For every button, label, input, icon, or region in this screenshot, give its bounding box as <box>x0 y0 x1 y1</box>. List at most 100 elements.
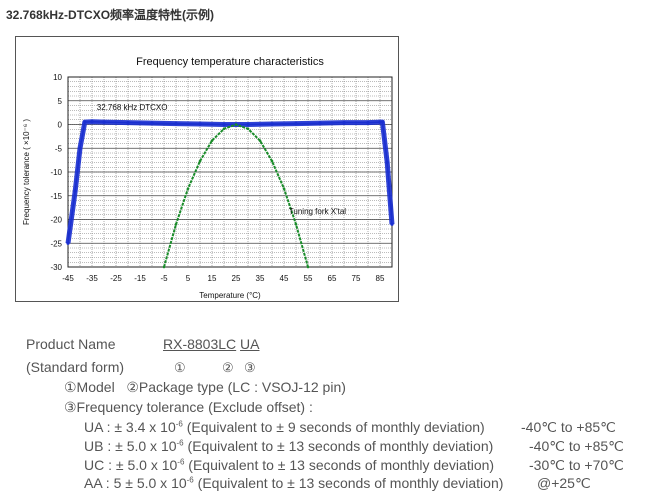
data-point-tuning-fork <box>270 159 274 163</box>
data-point-dtcxo <box>246 122 250 127</box>
data-point-tuning-fork <box>246 127 250 131</box>
data-point-tuning-fork <box>282 187 286 190</box>
marker-model: ① <box>174 360 186 375</box>
grade-range: -40℃ to +85℃ <box>529 438 624 454</box>
x-tick-label: -45 <box>62 274 74 283</box>
plot-border <box>67 76 393 268</box>
grade-range: -40℃ to +85℃ <box>521 419 616 435</box>
grade-equivalent: (Equivalent to ± 13 seconds of monthly d… <box>193 475 504 491</box>
x-tick-label: 65 <box>328 274 337 283</box>
x-tick-label: -15 <box>134 274 146 283</box>
data-point-tuning-fork <box>294 222 298 226</box>
standard-form-label: (Standard form) <box>26 359 125 375</box>
grade-row: AA : 5 ± 5.0 x 10-6 (Equivalent to ± 13 … <box>84 475 504 491</box>
data-point-tuning-fork <box>222 127 226 131</box>
data-point-dtcxo <box>270 122 274 126</box>
y-tick-label: 0 <box>58 121 63 130</box>
data-point-dtcxo <box>102 120 106 124</box>
data-point-dtcxo <box>378 120 382 124</box>
x-tick-label: -5 <box>160 274 168 283</box>
data-point-dtcxo <box>150 121 154 125</box>
grade-spec: ± 5.0 x 10 <box>115 438 177 454</box>
data-point-tuning-fork <box>174 222 178 226</box>
y-tick-label: 10 <box>53 73 62 82</box>
frequency-temperature-chart: Frequency temperature characteristics 10 5… <box>15 36 399 302</box>
legend-tolerance: ③Frequency tolerance (Exclude offset) : <box>64 399 313 415</box>
product-name-label: Product Name <box>26 336 116 352</box>
grade-code: UA <box>84 419 103 435</box>
y-tick-label: -25 <box>50 239 62 248</box>
grade-equivalent: (Equivalent to ± 13 seconds of monthly d… <box>184 457 495 473</box>
data-point-dtcxo <box>78 146 82 150</box>
data-point-tuning-fork <box>186 187 190 190</box>
x-tick-label: 75 <box>352 274 361 283</box>
x-tick-label: 45 <box>280 274 289 283</box>
page-heading: 32.768kHz-DTCXO频率温度特性(示例) <box>6 8 215 22</box>
marker-tolerance: ③ <box>244 360 256 375</box>
y-tick-label: 5 <box>58 97 63 106</box>
data-point-dtcxo <box>390 222 394 226</box>
grade-exponent: -6 <box>177 457 185 467</box>
series-line-dtcxo-core <box>67 120 393 244</box>
data-point-tuning-fork <box>162 265 166 269</box>
grade-equivalent: (Equivalent to ± 9 seconds of monthly de… <box>182 419 485 435</box>
annotation-tuning-fork: Tuning fork X'tal <box>289 207 346 216</box>
x-tick-label: 5 <box>186 274 191 283</box>
y-tick-label: -10 <box>50 168 62 177</box>
grade-spec: 5 ± 5.0 x 10 <box>113 475 187 491</box>
x-tick-label: 25 <box>232 274 241 283</box>
data-point-dtcxo <box>90 120 94 124</box>
data-point-dtcxo <box>385 160 389 165</box>
grade-code: AA <box>84 475 102 491</box>
y-axis-label: Frequency tolerance ( ×10⁻⁶ ) <box>22 119 31 225</box>
chart-svg: Frequency temperature characteristics 10 5… <box>22 56 395 300</box>
data-point-tuning-fork <box>234 123 238 126</box>
y-tick-label: -20 <box>50 216 62 225</box>
x-tick-label: 35 <box>256 274 265 283</box>
grade-exponent: -6 <box>186 475 194 485</box>
data-point-tuning-fork <box>210 139 214 142</box>
data-point-dtcxo <box>222 122 226 127</box>
y-tick-label: -30 <box>50 263 62 272</box>
marker-package: ② <box>222 360 234 375</box>
grade-equivalent: (Equivalent to ± 13 seconds of monthly d… <box>183 438 494 454</box>
y-tick-label: -15 <box>50 192 62 201</box>
data-point-dtcxo <box>380 120 384 124</box>
annotation-dtcxo: 32.768 kHz DTCXO <box>97 103 168 112</box>
data-point-dtcxo <box>66 241 70 245</box>
grade-spec: ± 3.4 x 10 <box>114 419 176 435</box>
legend-model: ①Model <box>64 379 115 395</box>
data-point-dtcxo <box>294 121 298 126</box>
grade-spec: ± 5.0 x 10 <box>115 457 178 473</box>
legend-package: ②Package type (LC : VSOJ-12 pin) <box>126 379 346 395</box>
data-point-dtcxo <box>174 121 178 126</box>
data-point-dtcxo <box>366 121 370 125</box>
grade-code: UC <box>84 457 105 473</box>
data-point-dtcxo <box>198 122 202 126</box>
y-tick-label: -5 <box>55 144 63 153</box>
x-axis-label: Temperature (°C) <box>199 291 261 300</box>
grade-row: UC : ± 5.0 x 10-6 (Equivalent to ± 13 se… <box>84 457 495 473</box>
grade-exponent: -6 <box>176 438 184 448</box>
data-point-dtcxo <box>342 121 346 125</box>
data-point-dtcxo <box>73 189 77 193</box>
data-point-dtcxo <box>83 120 87 124</box>
data-point-tuning-fork <box>306 265 310 269</box>
x-tick-label: -25 <box>110 274 122 283</box>
x-tick-label: 55 <box>304 274 313 283</box>
data-point-tuning-fork <box>258 139 262 142</box>
grade-code: UB <box>84 438 104 454</box>
model-code: RX-8803LC <box>163 336 237 352</box>
x-tick-label: 15 <box>208 274 217 283</box>
grade-range: -30℃ to +70℃ <box>529 457 624 473</box>
package-code: UA <box>240 336 260 352</box>
x-tick-label: -35 <box>86 274 98 283</box>
grade-row: UB : ± 5.0 x 10-6 (Equivalent to ± 13 se… <box>84 438 494 454</box>
grade-range: @+25℃ <box>537 475 591 491</box>
grade-exponent: -6 <box>175 419 183 429</box>
data-point-dtcxo <box>318 121 322 125</box>
product-code: RX-8803LC UA <box>163 336 260 352</box>
data-point-tuning-fork <box>198 159 202 163</box>
data-point-dtcxo <box>126 121 130 125</box>
